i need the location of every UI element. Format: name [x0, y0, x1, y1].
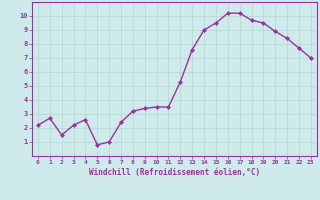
X-axis label: Windchill (Refroidissement éolien,°C): Windchill (Refroidissement éolien,°C)	[89, 168, 260, 177]
